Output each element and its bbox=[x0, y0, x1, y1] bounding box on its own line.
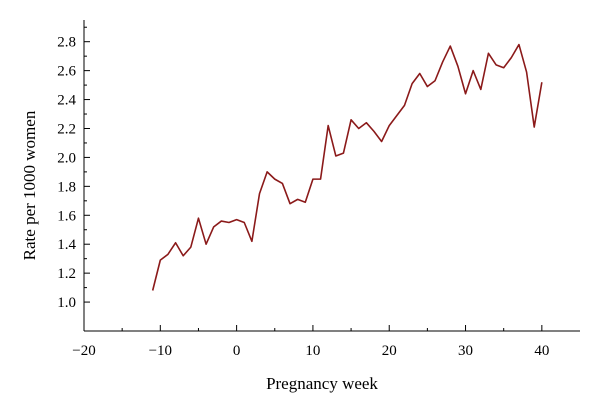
y-tick-label: 1.0 bbox=[57, 295, 76, 311]
x-ticks: −20 −10 0 10 20 30 40 bbox=[72, 325, 549, 359]
x-tick-label: 0 bbox=[233, 343, 241, 359]
y-ticks: 1.0 1.2 1.4 1.6 1.8 2.0 2.2 2.4 2.6 2.8 bbox=[57, 26, 90, 311]
y-tick-label: 2.0 bbox=[57, 150, 76, 166]
y-tick-label: 1.2 bbox=[57, 266, 76, 282]
x-tick-label: 30 bbox=[458, 343, 473, 359]
x-tick-label: 40 bbox=[534, 343, 549, 359]
series-line-0 bbox=[151, 43, 543, 291]
x-tick-label: 10 bbox=[305, 343, 320, 359]
y-tick-label: 1.4 bbox=[57, 237, 76, 253]
y-tick-label: 2.4 bbox=[57, 93, 76, 109]
x-tick-label: 20 bbox=[382, 343, 397, 359]
series-group bbox=[151, 43, 543, 291]
y-tick-label: 2.2 bbox=[57, 121, 76, 137]
y-tick-label: 2.6 bbox=[57, 64, 76, 80]
x-tick-label: −20 bbox=[72, 343, 95, 359]
x-axis-title: Pregnancy week bbox=[266, 374, 378, 393]
y-tick-label: 1.6 bbox=[57, 208, 76, 224]
y-axis-title: Rate per 1000 women bbox=[20, 110, 39, 260]
y-tick-label: 2.8 bbox=[57, 35, 76, 51]
axes bbox=[83, 20, 580, 332]
y-tick-label: 1.8 bbox=[57, 179, 76, 195]
x-tick-label: −10 bbox=[149, 343, 172, 359]
